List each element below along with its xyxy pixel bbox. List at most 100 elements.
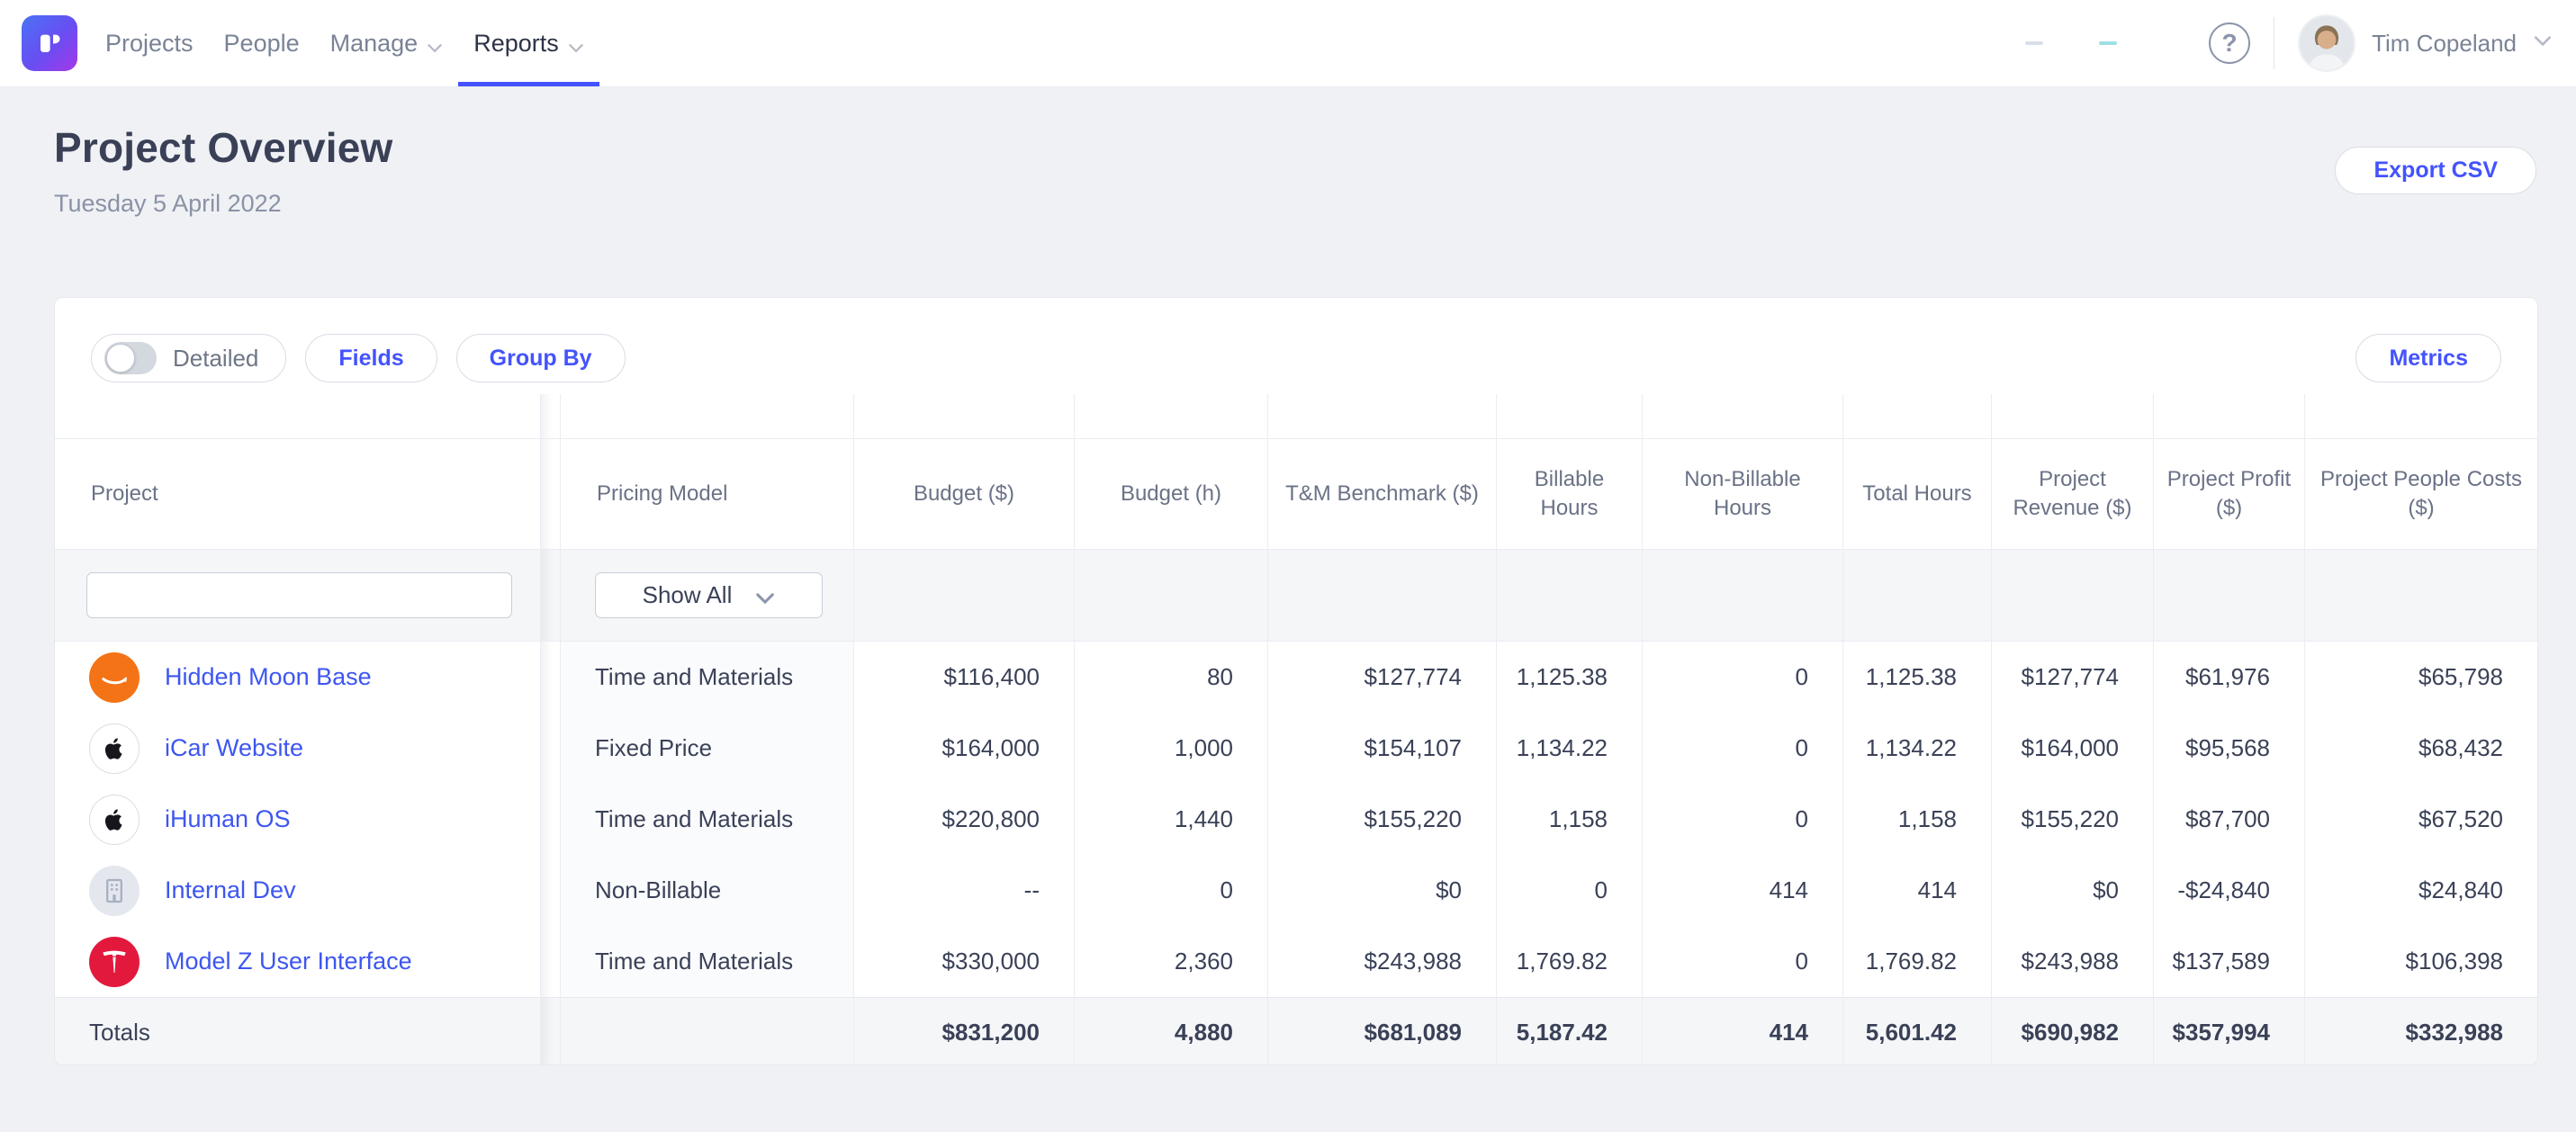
totals-total-hours: 5,601.42 <box>1843 998 1992 1065</box>
faded-dash <box>2025 41 2044 45</box>
project-cell: Hidden Moon Base <box>55 642 541 713</box>
people-costs-cell: $106,398 <box>2405 948 2503 975</box>
filter-cell-empty <box>1992 550 2154 641</box>
column-header-project-revenue[interactable]: Project Revenue ($) <box>1992 439 2154 549</box>
pinned-gap <box>541 642 561 713</box>
project-link[interactable]: iHuman OS <box>165 805 291 832</box>
apple-logo-icon <box>89 723 140 774</box>
budget-dollars-cell: $116,400 <box>854 642 1075 713</box>
pricing-model-cell: Fixed Price <box>561 713 854 784</box>
budget-dollars-cell: -- <box>854 855 1075 926</box>
project-revenue-cell: $243,988 <box>1992 926 2154 997</box>
nav-right-cluster: ? Tim Copeland <box>2025 14 2556 72</box>
table-filter-row: Show All <box>55 550 2537 642</box>
spacer-cell <box>1643 394 1843 438</box>
nav-item-label: Projects <box>105 29 194 57</box>
report-card: Detailed Fields Group By Metrics Project… <box>54 297 2538 1065</box>
totals-project-revenue: $690,982 <box>1992 998 2154 1065</box>
totals-people-costs: $332,988 <box>2305 998 2537 1065</box>
budget-hours-cell: 1,000 <box>1075 713 1268 784</box>
project-profit-cell: $137,589 <box>2154 926 2305 997</box>
column-header-pricing-model[interactable]: Pricing Model <box>561 439 854 549</box>
spacer-cell <box>55 394 541 438</box>
nav-item-people[interactable]: People <box>209 0 315 86</box>
spacer-cell <box>1843 394 1992 438</box>
column-header-non-billable-hours[interactable]: Non-Billable Hours <box>1643 439 1843 549</box>
apple-logo-icon <box>89 794 140 845</box>
non-billable-hours-cell: 414 <box>1643 855 1843 926</box>
column-header-project-people-costs[interactable]: Project People Costs ($) <box>2319 467 2523 520</box>
spacer-cell <box>1497 394 1643 438</box>
totals-non-billable-hours: 414 <box>1643 998 1843 1065</box>
user-menu[interactable]: Tim Copeland <box>2298 14 2556 72</box>
metrics-button[interactable]: Metrics <box>2355 334 2501 382</box>
project-cell: iCar Website <box>55 713 541 784</box>
column-header-budget-hours[interactable]: Budget (h) <box>1075 439 1268 549</box>
project-link[interactable]: Hidden Moon Base <box>165 663 372 690</box>
help-glyph: ? <box>2221 29 2238 57</box>
nav-item-reports[interactable]: Reports <box>458 0 599 86</box>
totals-project-profit: $357,994 <box>2154 998 2305 1065</box>
budget-dollars-cell: $330,000 <box>854 926 1075 997</box>
column-header-project[interactable]: Project <box>55 439 541 549</box>
report-date: Tuesday 5 April 2022 <box>54 190 282 217</box>
tm-benchmark-cell: $127,774 <box>1268 642 1497 713</box>
user-name: Tim Copeland <box>2372 29 2517 57</box>
people-costs-cell: $67,520 <box>2418 805 2503 832</box>
project-revenue-cell: $127,774 <box>1992 642 2154 713</box>
top-nav: Projects People Manage Reports ? <box>0 0 2576 87</box>
nav-item-label: People <box>223 29 300 57</box>
column-header-billable-hours[interactable]: Billable Hours <box>1497 439 1643 549</box>
spacer-cell <box>2305 394 2537 438</box>
building-icon <box>89 865 140 916</box>
nav-item-projects[interactable]: Projects <box>90 0 209 86</box>
project-filter-input[interactable] <box>86 572 512 618</box>
total-hours-cell: 1,125.38 <box>1843 642 1992 713</box>
fields-button[interactable]: Fields <box>305 334 437 382</box>
detailed-toggle[interactable]: Detailed <box>91 334 287 382</box>
project-overview-table: Project Pricing Model Budget ($) Budget … <box>55 394 2537 1065</box>
spacer-cell <box>1075 394 1268 438</box>
pricing-model-cell: Time and Materials <box>561 926 854 997</box>
pricing-model-filter-select[interactable]: Show All <box>595 572 823 618</box>
spacer-cell <box>1268 394 1497 438</box>
project-link[interactable]: Model Z User Interface <box>165 948 412 975</box>
nav-item-manage[interactable]: Manage <box>315 0 459 86</box>
total-hours-cell: 1,134.22 <box>1843 713 1992 784</box>
project-filter-cell <box>55 550 541 641</box>
help-icon[interactable]: ? <box>2209 22 2251 64</box>
people-costs-cell: $65,798 <box>2418 663 2503 690</box>
column-header-project-profit[interactable]: Project Profit ($) <box>2154 439 2305 549</box>
chevron-down-icon <box>2533 35 2553 51</box>
pricing-model-filter-cell: Show All <box>561 550 854 641</box>
nav-items: Projects People Manage Reports <box>90 0 599 86</box>
table-row: Model Z User Interface Time and Material… <box>55 926 2537 997</box>
pinned-gap <box>541 998 561 1065</box>
table-totals-row: Totals $831,200 4,880 $681,089 5,187.42 … <box>55 997 2537 1065</box>
totals-budget-hours: 4,880 <box>1075 998 1268 1065</box>
filter-cell-empty <box>1497 550 1643 641</box>
filter-cell-empty <box>854 550 1075 641</box>
filter-cell-empty <box>2154 550 2305 641</box>
project-link[interactable]: Internal Dev <box>165 876 296 903</box>
budget-hours-cell: 1,440 <box>1075 784 1268 855</box>
table-row: Internal Dev Non-Billable -- 0 $0 0 414 … <box>55 855 2537 926</box>
export-csv-button[interactable]: Export CSV <box>2335 147 2536 194</box>
toggle-switch[interactable] <box>104 342 157 374</box>
pinned-gap <box>541 926 561 997</box>
project-link[interactable]: iCar Website <box>165 734 304 761</box>
report-toolbar: Detailed Fields Group By Metrics <box>55 298 2537 394</box>
column-header-budget-dollars[interactable]: Budget ($) <box>854 439 1075 549</box>
table-row: Hidden Moon Base Time and Materials $116… <box>55 642 2537 713</box>
pinned-gap <box>541 784 561 855</box>
project-profit-cell: $95,568 <box>2154 713 2305 784</box>
project-profit-cell: $87,700 <box>2154 784 2305 855</box>
totals-tm-benchmark: $681,089 <box>1268 998 1497 1065</box>
group-by-button[interactable]: Group By <box>455 334 626 382</box>
runn-logo[interactable] <box>22 15 77 71</box>
column-header-total-hours[interactable]: Total Hours <box>1843 439 1992 549</box>
column-header-tm-benchmark[interactable]: T&M Benchmark ($) <box>1268 439 1497 549</box>
pricing-model-cell: Time and Materials <box>561 784 854 855</box>
spacer-cell <box>2154 394 2305 438</box>
non-billable-hours-cell: 0 <box>1643 926 1843 997</box>
